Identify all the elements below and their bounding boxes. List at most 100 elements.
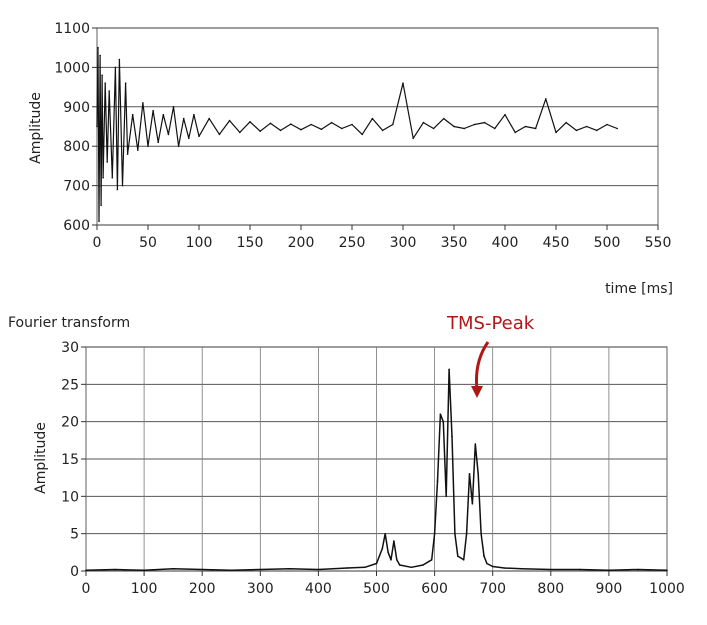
top-data-point	[402, 82, 404, 84]
top-x-tick-label: 250	[339, 235, 366, 251]
bottom-series-line	[85, 368, 668, 572]
bottom-data-point	[396, 559, 398, 561]
top-data-point	[453, 125, 455, 128]
bottom-data-point	[384, 532, 387, 535]
bottom-x-tick-label: 100	[131, 581, 158, 597]
top-data-point	[106, 161, 108, 163]
bottom-x-tick-label: 400	[305, 581, 332, 597]
top-data-point	[545, 98, 547, 100]
bottom-y-tick-label: 25	[61, 377, 79, 393]
top-data-point	[104, 82, 106, 84]
top-data-point	[371, 117, 374, 120]
top-x-tick-label: 500	[594, 235, 621, 251]
top-data-point	[111, 176, 114, 179]
top-data-point	[269, 122, 272, 125]
bottom-data-point	[637, 568, 639, 571]
top-data-point	[596, 129, 598, 132]
top-data-point	[188, 137, 190, 140]
bottom-data-point	[172, 568, 174, 570]
top-data-point	[193, 113, 195, 116]
bottom-data-point	[439, 413, 442, 416]
top-data-point	[524, 125, 527, 128]
top-data-point	[514, 131, 516, 134]
top-data-point	[96, 125, 98, 128]
top-data-point	[162, 113, 165, 116]
bottom-data-point	[317, 568, 320, 571]
top-y-tick-label: 600	[63, 218, 90, 234]
top-data-point	[565, 121, 567, 124]
bottom-data-point	[491, 565, 494, 568]
top-y-axis-label: Amplitude	[28, 92, 44, 164]
bottom-data-point	[393, 540, 395, 542]
top-data-point	[585, 125, 588, 128]
top-data-point	[167, 133, 170, 136]
top-y-tick-label: 1000	[54, 60, 90, 76]
bottom-chart: 0 5 10 15 20 25 30 0 100 200 300 400 500 600 700 800 90…	[8, 313, 685, 597]
bottom-data-point	[503, 567, 506, 569]
bottom-data-point	[462, 559, 465, 561]
top-data-point	[124, 82, 127, 84]
top-x-axis-label: time [ms]	[605, 281, 673, 297]
bottom-data-point	[114, 568, 116, 571]
top-data-point	[534, 127, 537, 130]
top-data-point	[259, 130, 262, 132]
top-y-tick-label: 700	[63, 179, 90, 195]
bottom-data-point	[288, 568, 291, 570]
top-data-point	[320, 128, 323, 131]
top-data-point	[381, 129, 384, 132]
bottom-chart-title: Fourier transform	[8, 315, 130, 331]
top-data-point	[290, 123, 292, 125]
bottom-data-point	[480, 532, 482, 535]
top-data-point	[555, 131, 557, 134]
bottom-data-point	[375, 562, 378, 565]
top-x-tick-label: 450	[543, 235, 570, 251]
bottom-data-point	[550, 568, 552, 571]
bottom-data-point	[436, 480, 439, 483]
top-data-point	[121, 184, 124, 187]
top-data-point	[228, 119, 231, 122]
top-y-ticks: 600 700 800 900 1000 1100	[54, 21, 97, 234]
bottom-x-tick-label: 200	[189, 581, 216, 597]
top-y-tick-label: 800	[63, 139, 90, 155]
bottom-data-point	[454, 532, 456, 535]
bottom-gridlines	[85, 346, 668, 572]
top-data-point	[108, 90, 110, 92]
bottom-data-point	[483, 555, 485, 557]
bottom-x-tick-label: 800	[537, 581, 564, 597]
bottom-data-point	[201, 568, 203, 571]
bottom-data-point	[398, 564, 401, 566]
top-data-point	[473, 123, 476, 126]
top-chart: 600 700 800 900 1000 1100 0 50 100 150 200 250 300 3…	[28, 21, 673, 297]
top-x-ticks: 0 50 100 150 200 250 300 350 400 450 500 550	[93, 225, 671, 251]
top-data-point	[152, 109, 154, 112]
bottom-x-tick-label: 300	[247, 581, 274, 597]
bottom-x-tick-label: 0	[82, 581, 91, 597]
top-data-point	[279, 129, 282, 132]
top-data-point	[116, 188, 119, 191]
tms-peak-arrowhead	[471, 386, 483, 398]
bottom-x-tick-label: 1000	[649, 581, 685, 597]
bottom-data-point	[465, 532, 468, 535]
bottom-y-tick-label: 5	[70, 527, 79, 543]
top-data-point	[198, 135, 200, 138]
bottom-data-point	[85, 569, 87, 572]
bottom-data-point	[486, 562, 488, 565]
bottom-data-point	[230, 569, 233, 572]
top-data-point	[504, 113, 506, 116]
bottom-data-point	[410, 566, 413, 569]
top-data-point	[142, 102, 144, 104]
bottom-data-point	[448, 368, 450, 371]
bottom-data-point	[457, 555, 459, 557]
bottom-data-point	[666, 569, 668, 572]
top-data-point	[126, 153, 129, 155]
top-data-point	[616, 127, 618, 130]
top-data-point	[310, 123, 313, 126]
bottom-data-point	[442, 420, 445, 423]
bottom-data-point	[430, 559, 433, 561]
top-data-point	[118, 58, 121, 61]
bottom-data-point	[143, 569, 145, 572]
top-data-point	[102, 176, 104, 179]
top-data-point	[99, 54, 101, 57]
bottom-data-point	[608, 569, 610, 572]
